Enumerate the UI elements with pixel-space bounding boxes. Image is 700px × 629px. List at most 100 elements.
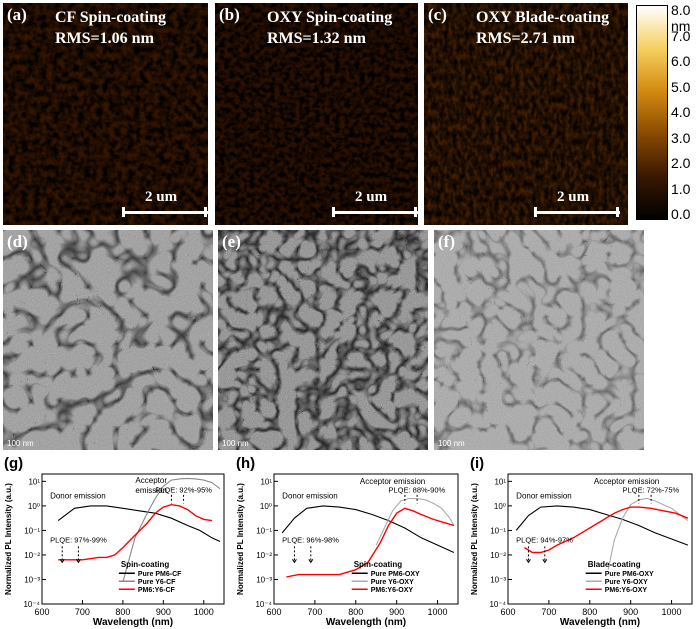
y-tick-label: 10⁻³ (490, 575, 506, 584)
annotation-donor: Donor emission (516, 492, 572, 501)
panel-label: (h) (236, 455, 255, 472)
legend-entry: Pure PM6-OXY (605, 571, 654, 578)
annotation-acceptor: Acceptor emission (360, 477, 425, 486)
x-tick-label: 1000 (662, 607, 682, 617)
x-tick-label: 600 (266, 607, 281, 617)
annotation-plqe-donor: PLQE: 97%-99% (50, 536, 107, 545)
annotation-plqe-donor: PLQE: 94%-97% (516, 536, 573, 545)
x-tick-label: 700 (75, 607, 90, 617)
legend-entry: PM6:Y6-OXY (605, 587, 648, 594)
afm-scale-tick-left-c (534, 207, 537, 217)
legend-entry: Pure PM6-CF (138, 571, 182, 578)
y-tick-label: 10⁻² (256, 551, 272, 560)
afm-scale-tick-left-a (122, 207, 125, 217)
afm-scale-tick-right-c (616, 207, 619, 217)
tem-texture-d (3, 230, 213, 450)
x-tick-label: 800 (348, 607, 363, 617)
tem-texture-e (218, 230, 428, 450)
colorbar-tick-label: 1.0 (671, 180, 691, 197)
tem-scale-d: 100 nm (7, 439, 34, 448)
x-tick-label: 1000 (428, 607, 448, 617)
pl-chart-i: (i) 600 700 800 900 1000 10⁻⁴ 10⁻³ 10⁻² 10⁻¹ 10⁰ 10… (470, 455, 693, 628)
annotation-acceptor: Acceptor emission (594, 477, 659, 486)
colorbar-tick-label: 0.0 (671, 206, 691, 222)
x-tick-label: 900 (623, 607, 638, 617)
afm-scale-bar-b (333, 211, 418, 214)
series-line-2 (375, 497, 455, 546)
y-tick-label: 10⁻⁴ (489, 600, 506, 609)
colorbar-tick-label: 7.0 (671, 27, 691, 44)
x-tick-label: 900 (156, 607, 171, 617)
annotation-acceptor: Acceptor (135, 476, 167, 485)
tem-panel-e: (e) 100 nm (218, 230, 428, 450)
afm-scale-text-a: 2 um (145, 189, 178, 205)
y-tick-label: 10⁻³ (24, 575, 40, 584)
y-tick-label: 10¹ (28, 477, 40, 486)
arrow-head (59, 559, 65, 564)
legend-entry: Pure Y6-OXY (371, 579, 414, 586)
afm-panel-b: (b) OXY Spin-coating RMS=1.32 nm 2 um (215, 3, 418, 225)
afm-scale-tick-right-b (414, 207, 417, 217)
colorbar-tick-label: 3.0 (671, 129, 691, 146)
legend-title: Blade-coating (588, 560, 641, 569)
annotation-donor: Donor emission (282, 492, 338, 501)
legend-title: Spin-coating (354, 560, 403, 569)
colorbar-tick-label: 4.0 (671, 104, 691, 120)
x-tick-label: 900 (389, 607, 404, 617)
legend-title: Spin-coating (121, 560, 170, 569)
y-tick-label: 10⁻² (24, 551, 40, 560)
afm-texture-b (215, 3, 418, 225)
panel-label-b: (b) (219, 5, 240, 24)
x-tick-label: 800 (115, 607, 130, 617)
afm-scale-tick-left-b (332, 207, 335, 217)
panel-label-f: (f) (438, 232, 455, 251)
series-line-3 (524, 506, 689, 554)
tem-panel-d: (d) 100 nm (3, 230, 213, 450)
pl-chart-g: (g) 600 700 800 900 1000 10⁻⁴ 10⁻³ 10⁻² 10⁻¹ 10⁰ 10… (4, 455, 225, 628)
series-line-2 (122, 477, 221, 583)
afm-rms-c: RMS=2.71 nm (476, 30, 575, 47)
colorbar-tick-label: 2.0 (671, 155, 691, 171)
afm-scale-tick-right-a (204, 207, 207, 217)
legend-entry: PM6:Y6-OXY (371, 587, 414, 594)
x-axis-label: Wavelength (nm) (326, 617, 406, 628)
annotation-acceptor: emission (135, 486, 167, 495)
tem-panel-f: (f) 100 nm (434, 230, 644, 450)
tem-scale-f: 100 nm (438, 439, 465, 448)
plot-frame (507, 473, 693, 605)
afm-texture-c (424, 3, 628, 225)
x-tick-label: 1000 (194, 607, 214, 617)
plot-frame (41, 473, 225, 605)
y-tick-label: 10⁰ (28, 502, 40, 511)
series-line-2 (607, 497, 689, 570)
legend-entry: Pure PM6-OXY (371, 571, 420, 578)
annotation-donor: Donor emission (50, 492, 106, 501)
plot-frame (273, 473, 459, 605)
y-tick-label: 10¹ (494, 477, 506, 486)
annotation-plqe-acceptor: PLQE: 92%-95% (155, 485, 212, 494)
annotation-plqe-acceptor: PLQE: 72%-75% (622, 485, 679, 494)
y-tick-label: 10⁻¹ (256, 526, 272, 535)
y-tick-label: 10⁻¹ (24, 526, 40, 535)
arrow-head (526, 559, 531, 564)
series-line-1 (281, 505, 455, 554)
colorbar-tick-label: 8.0 nm (671, 2, 691, 34)
y-tick-label: 10¹ (260, 477, 272, 486)
panel-label-a: (a) (7, 5, 27, 24)
series-line-1 (515, 505, 689, 546)
y-tick-label: 10⁻¹ (490, 526, 506, 535)
panel-label: (i) (470, 455, 484, 472)
pl-chart-h: (h) 600 700 800 900 1000 10⁻⁴ 10⁻³ 10⁻² 10⁻¹ 10⁰ 10… (236, 455, 459, 628)
afm-colorbar (636, 5, 668, 220)
y-tick-label: 10⁰ (494, 502, 506, 511)
y-axis-label: Normalized PL Intensity (a.u.) (470, 483, 479, 595)
afm-texture-a (3, 3, 208, 225)
arrow-head (542, 559, 548, 564)
afm-scale-bar-c (535, 211, 620, 214)
x-tick-label: 600 (34, 607, 49, 617)
y-tick-label: 10⁻⁴ (255, 600, 272, 609)
y-tick-label: 10⁻² (490, 551, 506, 560)
tem-scale-e: 100 nm (222, 439, 249, 448)
x-tick-label: 700 (541, 607, 556, 617)
afm-panel-c: (c) OXY Blade-coating RMS=2.71 nm 2 um (424, 3, 628, 225)
